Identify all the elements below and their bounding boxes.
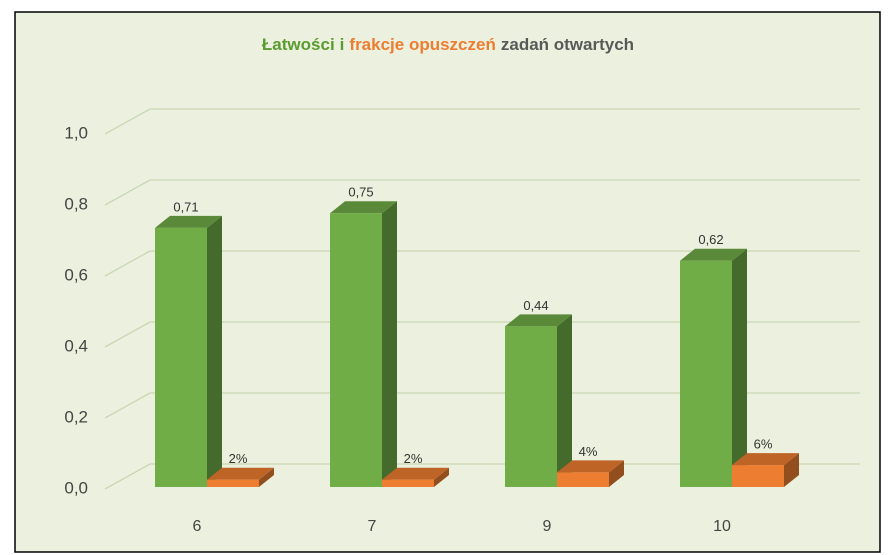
bar-top — [505, 314, 572, 327]
y-tick-label: 0,8 — [64, 194, 88, 213]
value-label: 6% — [754, 437, 773, 452]
bar-front — [207, 479, 259, 487]
bar-side — [259, 467, 274, 487]
bar-side — [609, 460, 624, 487]
x-tick-label: 6 — [193, 518, 202, 535]
y-tick-label: 0,2 — [64, 407, 88, 426]
value-label: 2% — [229, 451, 248, 466]
bar-front — [505, 326, 557, 487]
bar-front — [680, 260, 732, 487]
bar — [680, 248, 747, 487]
x-tick-label: 10 — [713, 518, 731, 535]
bar — [732, 453, 799, 487]
grid-line — [104, 321, 151, 348]
title-part: frakcje opuszczeń — [349, 35, 495, 54]
bar-side — [732, 248, 747, 487]
bar-top — [330, 201, 397, 214]
grid-line — [104, 108, 151, 135]
bar-side — [434, 467, 449, 487]
bar-side — [207, 215, 222, 487]
bar-top — [557, 460, 624, 473]
title-part: Łatwości — [262, 35, 335, 54]
value-label: 0,71 — [173, 199, 198, 214]
title-part: i — [340, 35, 345, 54]
bar-top — [382, 467, 449, 480]
bar-top — [207, 467, 274, 480]
x-tick-label: 7 — [368, 518, 377, 535]
y-tick-label: 1,0 — [64, 123, 88, 142]
bar — [505, 314, 572, 487]
bar-top — [732, 453, 799, 466]
x-tick-label: 9 — [543, 518, 552, 535]
bar — [207, 467, 274, 487]
grid-line — [104, 250, 151, 277]
chart-title: Łatwości i frakcje opuszczeń zadań otwartyc… — [262, 35, 634, 54]
bar-front — [732, 465, 784, 487]
bar-top — [680, 248, 747, 261]
y-tick-label: 0,4 — [64, 336, 88, 355]
bar-front — [557, 472, 609, 487]
title-part: zadań otwartych — [501, 35, 634, 54]
bar-front — [330, 213, 382, 487]
bar-front — [382, 479, 434, 487]
bar-side — [784, 453, 799, 487]
bar-side — [557, 314, 572, 487]
y-tick-label: 0,0 — [64, 478, 88, 497]
value-label: 0,44 — [523, 298, 548, 313]
bar — [382, 467, 449, 487]
bar — [557, 460, 624, 487]
bar-top — [155, 215, 222, 228]
grid-line — [104, 463, 151, 490]
value-label: 4% — [579, 444, 598, 459]
y-tick-label: 0,6 — [64, 265, 88, 284]
grid-line — [104, 392, 151, 419]
bar — [330, 201, 397, 487]
bar-side — [382, 201, 397, 487]
value-label: 0,75 — [348, 185, 373, 200]
grid-line — [104, 179, 151, 206]
bar — [155, 215, 222, 487]
value-label: 0,62 — [698, 232, 723, 247]
value-label: 2% — [404, 451, 423, 466]
bar-front — [155, 227, 207, 487]
